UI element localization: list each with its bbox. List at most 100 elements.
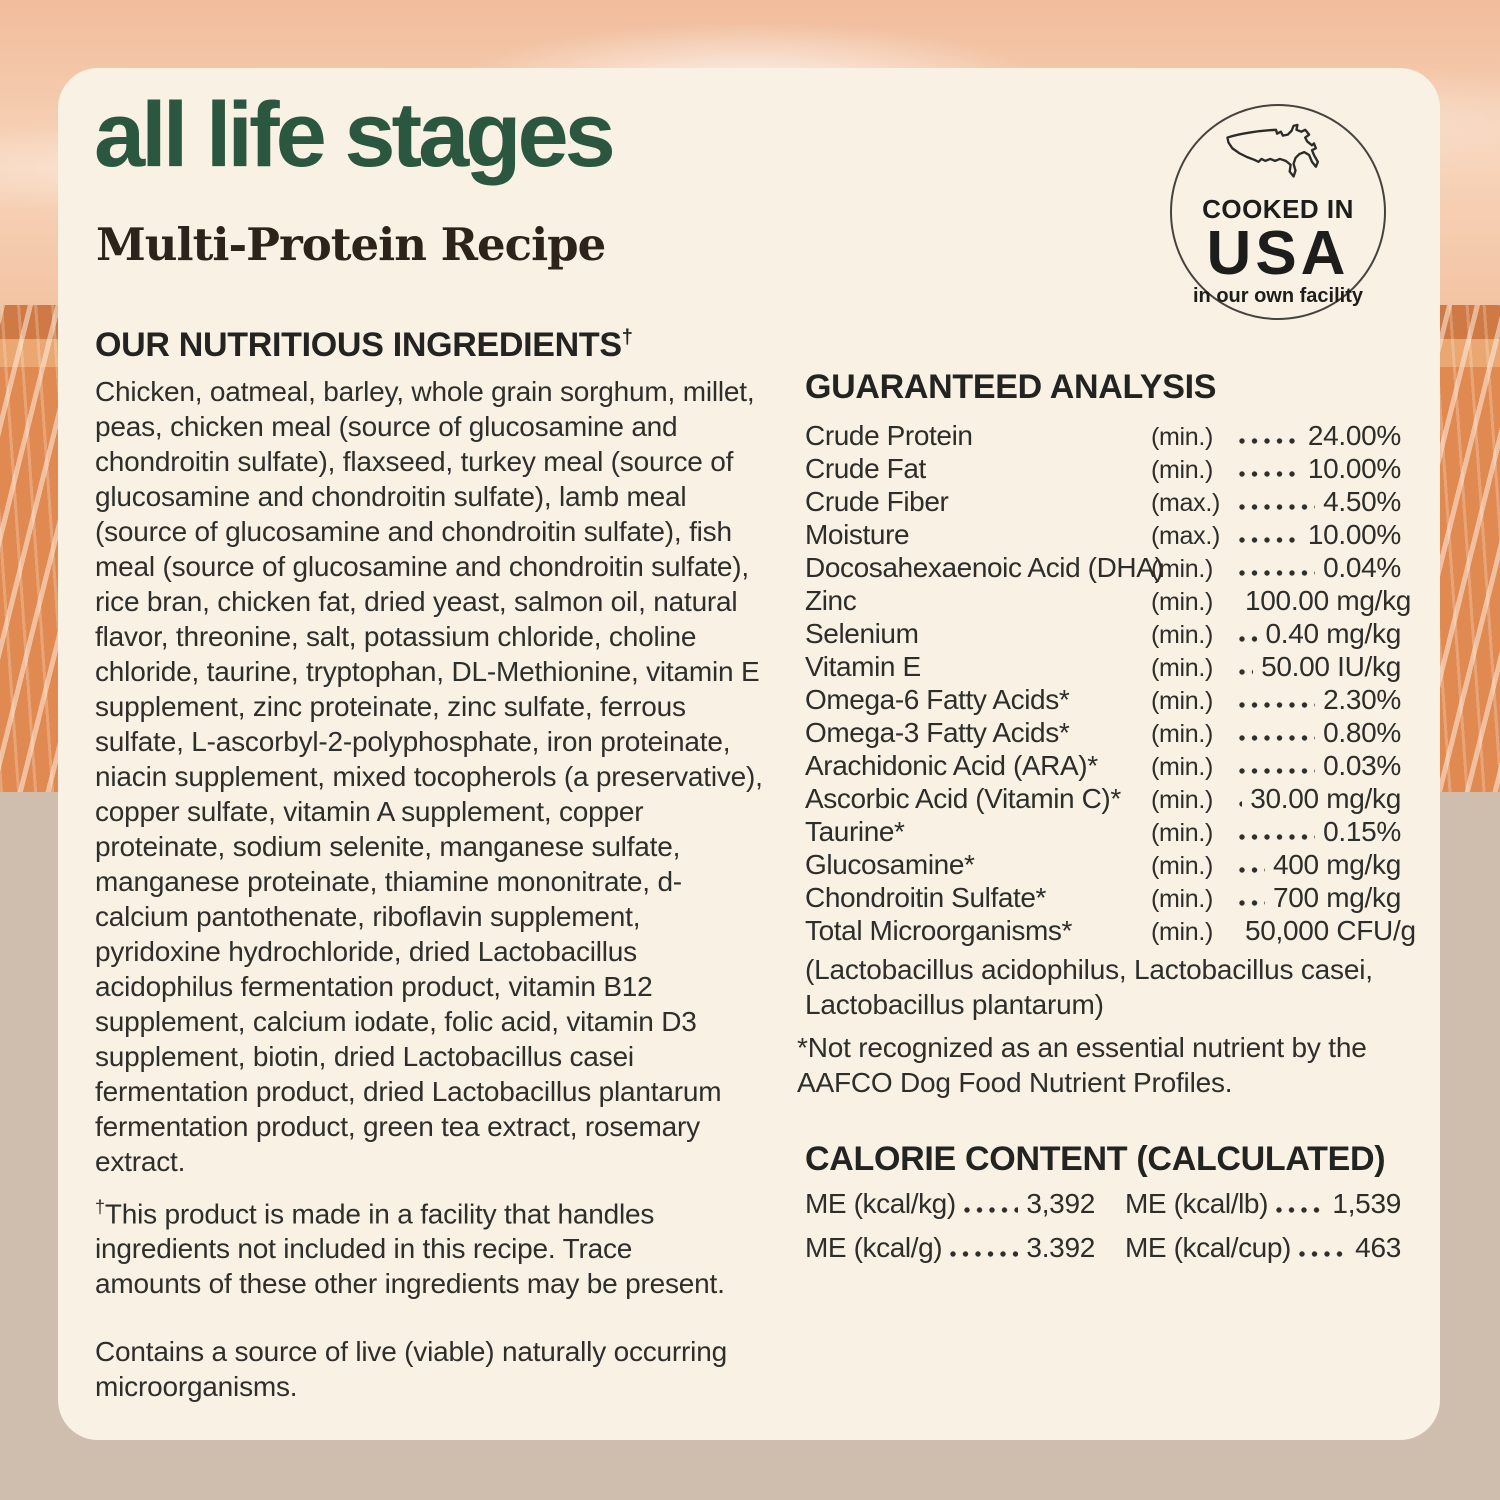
ga-row: Crude Fat (min.) 10.00%	[805, 453, 1401, 486]
ga-basis-label: (min.)	[1151, 918, 1214, 946]
ga-value: 2.30%	[1323, 684, 1401, 715]
ga-value: 24.00%	[1307, 420, 1401, 451]
ga-basis-label: (max.)	[1151, 522, 1221, 550]
ga-nutrient-label: Zinc	[805, 585, 857, 616]
ga-nutrient-label: Crude Fat	[805, 453, 926, 484]
dot-leader	[961, 1205, 1019, 1215]
ga-basis-label: (min.)	[1151, 852, 1214, 880]
ga-basis-label: (min.)	[1151, 654, 1214, 682]
ga-value: 0.15%	[1323, 816, 1401, 847]
ga-value: 0.03%	[1323, 750, 1401, 781]
dot-leader	[1237, 700, 1316, 710]
ga-value: 50.00 IU/kg	[1261, 651, 1401, 682]
guaranteed-analysis-table: Crude Protein (min.) 24.00% Crude Fat (min.)…	[805, 420, 1416, 948]
facility-footnote-text: This product is made in a facility that …	[95, 1198, 725, 1300]
badge-facility-text: in our own facility	[1192, 284, 1363, 307]
ga-value: 100.00 mg/kg	[1245, 585, 1412, 616]
calorie-content-heading: CALORIE CONTENT (CALCULATED)	[805, 1140, 1386, 1178]
species-note: (Lactobacillus acidophilus, Lactobacillu…	[805, 954, 1373, 1020]
calorie-label: ME (kcal/lb)	[1125, 1188, 1268, 1219]
calorie-row: ME (kcal/cup) 463	[1125, 1232, 1401, 1266]
calorie-column: ME (kcal/kg) 3,392 ME (kcal/g) 3.392	[805, 1188, 1095, 1266]
ga-nutrient-label: Ascorbic Acid (Vitamin C)*	[805, 783, 1121, 814]
ga-basis-label: (min.)	[1151, 687, 1214, 715]
calorie-row: ME (kcal/g) 3.392	[805, 1232, 1095, 1266]
ga-nutrient-label: Docosahexaenoic Acid (DHA)	[805, 552, 1164, 583]
ga-nutrient-label: Chondroitin Sulfate*	[805, 882, 1047, 913]
ga-nutrient-label: Glucosamine*	[805, 849, 975, 880]
calorie-label: ME (kcal/kg)	[805, 1188, 956, 1219]
cooked-in-usa-badge: COOKED IN USA in our own facility	[1170, 104, 1386, 320]
dot-leader	[1237, 667, 1254, 677]
ga-basis-label: (min.)	[1151, 753, 1214, 781]
ga-row: Moisture (max.) 10.00%	[805, 519, 1401, 552]
ga-row: Vitamin E (min.) 50.00 IU/kg	[805, 651, 1401, 684]
microorganisms-footnote: Contains a source of live (viable) natur…	[95, 1336, 727, 1402]
ga-value: 0.04%	[1323, 552, 1401, 583]
ga-nutrient-label: Crude Protein	[805, 420, 973, 451]
badge-usa-text: USA	[1206, 219, 1350, 288]
ga-nutrient-label: Omega-3 Fatty Acids*	[805, 717, 1070, 748]
ga-value: 400 mg/kg	[1272, 849, 1401, 880]
ga-nutrient-label: Vitamin E	[805, 651, 921, 682]
ga-nutrient-label: Selenium	[805, 618, 919, 649]
ga-value: 0.80%	[1323, 717, 1401, 748]
page-title: all life stages	[94, 84, 616, 186]
ga-nutrient-label: Moisture	[805, 519, 910, 550]
ga-row: Omega-3 Fatty Acids* (min.) 0.80%	[805, 717, 1401, 750]
dot-leader	[1237, 634, 1258, 644]
dot-leader	[1237, 436, 1300, 446]
aafco-footnote: *Not recognized as an essential nutrient…	[797, 1032, 1367, 1098]
ga-nutrient-label: Taurine*	[805, 816, 905, 847]
ga-basis-label: (min.)	[1151, 720, 1214, 748]
ga-row: Ascorbic Acid (Vitamin C)* (min.) 30.00 mg…	[805, 783, 1401, 816]
dot-leader	[1237, 865, 1265, 875]
ga-row: Taurine* (min.) 0.15%	[805, 816, 1401, 849]
ga-basis-label: (min.)	[1151, 588, 1214, 616]
dot-leader	[1237, 535, 1300, 545]
ga-row: Crude Fiber (max.) 4.50%	[805, 486, 1401, 519]
facility-footnote: †This product is made in a facility that…	[95, 1190, 745, 1301]
dot-leader	[1237, 898, 1265, 908]
ga-row: Omega-6 Fatty Acids* (min.) 2.30%	[805, 684, 1401, 717]
dagger-symbol: †	[621, 326, 633, 349]
ga-row: Crude Protein (min.) 24.00%	[805, 420, 1401, 453]
ga-row: Glucosamine* (min.) 400 mg/kg	[805, 849, 1401, 882]
ga-row: Chondroitin Sulfate* (min.) 700 mg/kg	[805, 882, 1401, 915]
ga-row: Docosahexaenoic Acid (DHA) (min.) 0.04%	[805, 552, 1401, 585]
usa-map-icon	[1226, 123, 1320, 178]
ga-value: 30.00 mg/kg	[1250, 783, 1401, 814]
dot-leader	[1237, 832, 1316, 842]
ga-nutrient-label: Total Microorganisms*	[805, 915, 1073, 946]
ga-nutrient-label: Crude Fiber	[805, 486, 949, 517]
dot-leader	[1274, 1205, 1325, 1215]
guaranteed-analysis-heading: GUARANTEED ANALYSIS	[805, 368, 1217, 406]
ga-basis-label: (min.)	[1151, 786, 1214, 814]
ga-row: Total Microorganisms* (min.) 50,000 CFU/g	[805, 915, 1416, 948]
label-card: all life stages Multi-Protein Recipe COO…	[58, 68, 1440, 1440]
dot-leader	[1237, 766, 1316, 776]
dot-leader	[1237, 799, 1243, 809]
calorie-row: ME (kcal/kg) 3,392	[805, 1188, 1095, 1222]
ga-value: 10.00%	[1307, 453, 1401, 484]
ga-value: 10.00%	[1307, 519, 1401, 550]
calorie-label: ME (kcal/g)	[805, 1232, 943, 1263]
ga-row: Zinc (min.) 100.00 mg/kg	[805, 585, 1411, 618]
ga-value: 0.40 mg/kg	[1265, 618, 1401, 649]
ga-row: Arachidonic Acid (ARA)* (min.) 0.03%	[805, 750, 1401, 783]
ga-basis-label: (min.)	[1151, 819, 1214, 847]
ga-row: Selenium (min.) 0.40 mg/kg	[805, 618, 1401, 651]
ga-basis-label: (min.)	[1151, 456, 1214, 484]
calorie-value: 463	[1355, 1232, 1401, 1263]
dagger-symbol: †	[95, 1197, 105, 1217]
ingredients-heading: OUR NUTRITIOUS INGREDIENTS†	[95, 326, 633, 365]
dot-leader	[1237, 733, 1316, 743]
calorie-table: ME (kcal/kg) 3,392 ME (kcal/g) 3.392 ME (kca…	[805, 1188, 1401, 1266]
ga-basis-label: (min.)	[1151, 621, 1214, 649]
ga-nutrient-label: Arachidonic Acid (ARA)*	[805, 750, 1098, 781]
ga-value: 50,000 CFU/g	[1245, 915, 1416, 946]
ga-value: 700 mg/kg	[1272, 882, 1401, 913]
badge-cooked-in-text: COOKED IN	[1202, 194, 1354, 224]
calorie-value: 3.392	[1026, 1232, 1095, 1263]
